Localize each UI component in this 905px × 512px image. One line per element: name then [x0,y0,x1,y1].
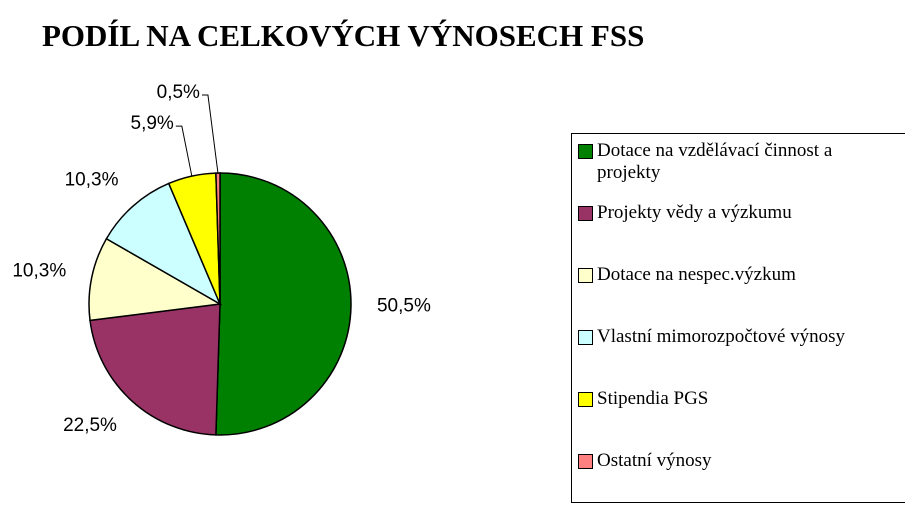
data-label: 10,3% [65,170,119,191]
legend-item: Dotace na nespec.výzkum [572,264,905,326]
legend: Dotace na vzdělávací činnost a projekty P… [571,133,905,503]
legend-swatch [578,392,593,407]
chart-title: PODÍL NA CELKOVÝCH VÝNOSECH FSS [42,18,645,53]
legend-swatch [578,206,593,221]
legend-label: Dotace na vzdělávací činnost a projekty [597,140,833,183]
legend-swatch [578,268,593,283]
legend-label: Vlastní mimorozpočtové výnosy [597,326,846,347]
data-label: 22,5% [63,415,117,436]
legend-swatch [578,454,593,469]
legend-swatch [578,330,593,345]
legend-label: Projekty vědy a výzkumu [597,202,792,223]
legend-item: Stipendia PGS [572,388,905,450]
leader-line [175,125,193,177]
legend-item: Ostatní výnosy [572,450,905,512]
legend-label: Dotace na nespec.výzkum [597,264,796,285]
leader-line [201,94,219,174]
data-label: 10,3% [12,261,66,282]
pie-slice [215,172,352,436]
pie-slice [88,237,223,322]
legend-label: Stipendia PGS [597,388,709,409]
legend-item: Vlastní mimorozpočtové výnosy [572,326,905,388]
data-label: 0,5% [157,82,200,103]
data-label: 5,9% [131,113,174,134]
legend-item: Projekty vědy a výzkumu [572,202,905,264]
pie-slice [89,303,221,436]
legend-label: Ostatní výnosy [597,450,712,471]
data-label: 50,5% [377,296,431,317]
pie-slice [215,172,221,305]
pie-slice [105,182,222,306]
legend-swatch [578,144,593,159]
legend-item: Dotace na vzdělávací činnost a projekty [572,140,905,202]
